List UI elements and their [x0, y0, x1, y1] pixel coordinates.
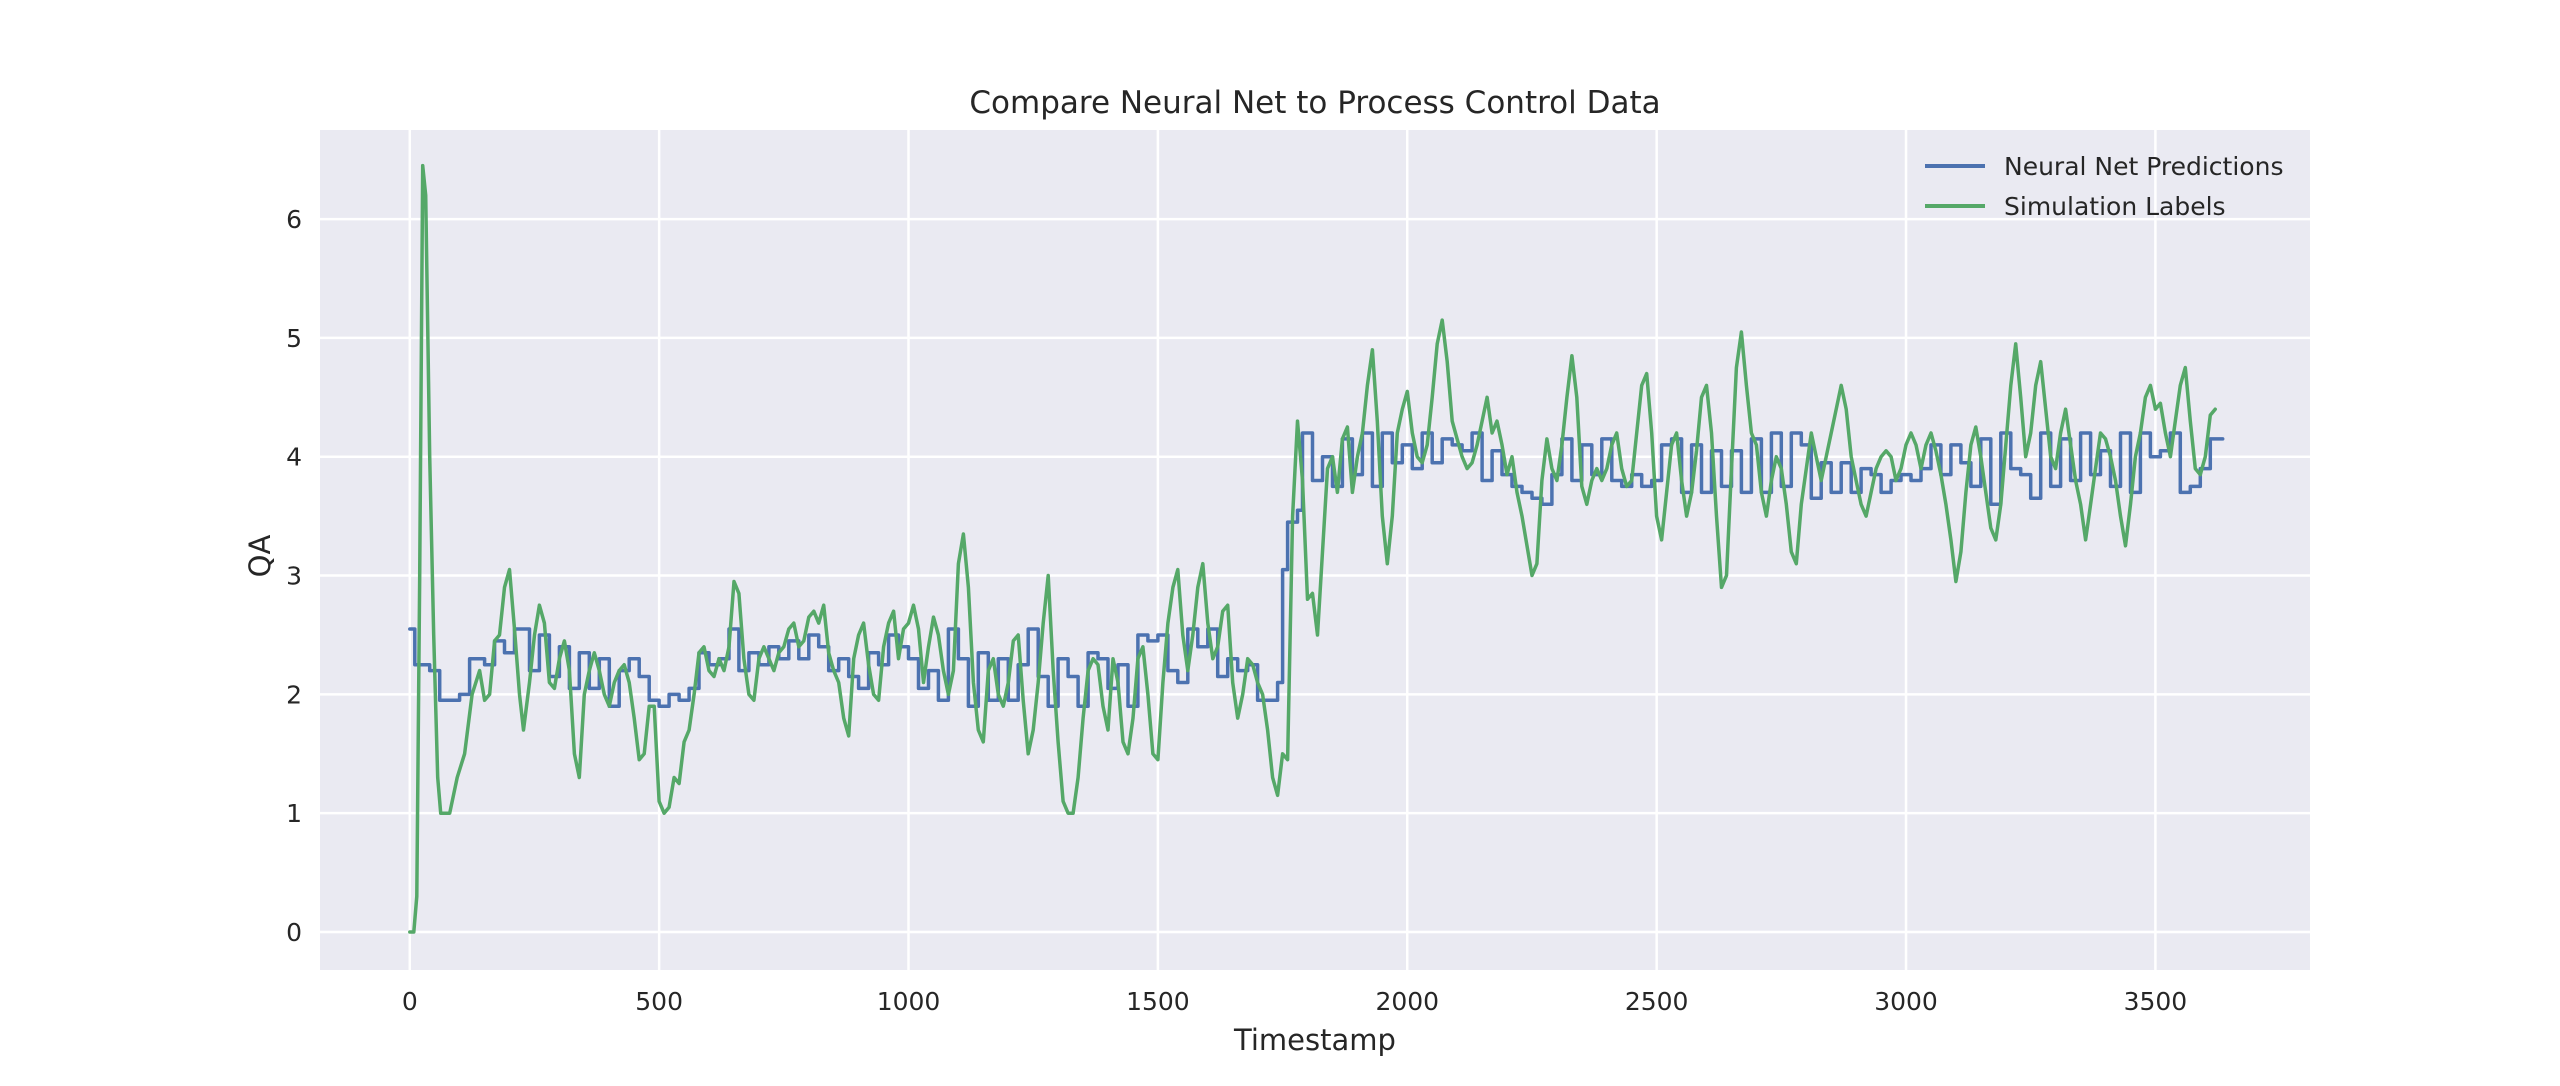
legend-label-neural-net: Neural Net Predictions	[2004, 152, 2283, 181]
x-tick-label: 3000	[1874, 987, 1938, 1016]
x-tick-label: 0	[402, 987, 418, 1016]
plot-background	[320, 130, 2310, 970]
x-tick-label: 1500	[1126, 987, 1190, 1016]
x-tick-label: 500	[635, 987, 683, 1016]
chart-title: Compare Neural Net to Process Control Da…	[969, 85, 1660, 121]
y-tick-labels: 0 1 2 3 4 5 6	[286, 205, 302, 947]
legend-label-simulation: Simulation Labels	[2004, 192, 2226, 221]
y-tick-label: 4	[286, 443, 302, 472]
x-tick-label: 1000	[877, 987, 941, 1016]
x-tick-label: 3500	[2124, 987, 2188, 1016]
legend: Neural Net Predictions Simulation Labels	[1925, 152, 2283, 221]
x-axis-label: Timestamp	[1233, 1023, 1396, 1057]
x-tick-label: 2500	[1625, 987, 1689, 1016]
x-tick-label: 2000	[1375, 987, 1439, 1016]
series-layer	[408, 163, 2225, 934]
y-tick-label: 1	[286, 799, 302, 828]
y-tick-label: 0	[286, 918, 302, 947]
x-gridlines	[408, 130, 2157, 970]
y-tick-label: 2	[286, 680, 302, 709]
y-tick-label: 3	[286, 562, 302, 591]
series-line-simulation-labels	[408, 163, 2217, 934]
y-tick-label: 5	[286, 324, 302, 353]
y-axis-label: QA	[243, 535, 277, 578]
x-tick-labels: 0 500 1000 1500 2000 2500 3000 3500	[402, 987, 2187, 1016]
y-gridlines	[320, 217, 2310, 934]
y-tick-label: 6	[286, 205, 302, 234]
